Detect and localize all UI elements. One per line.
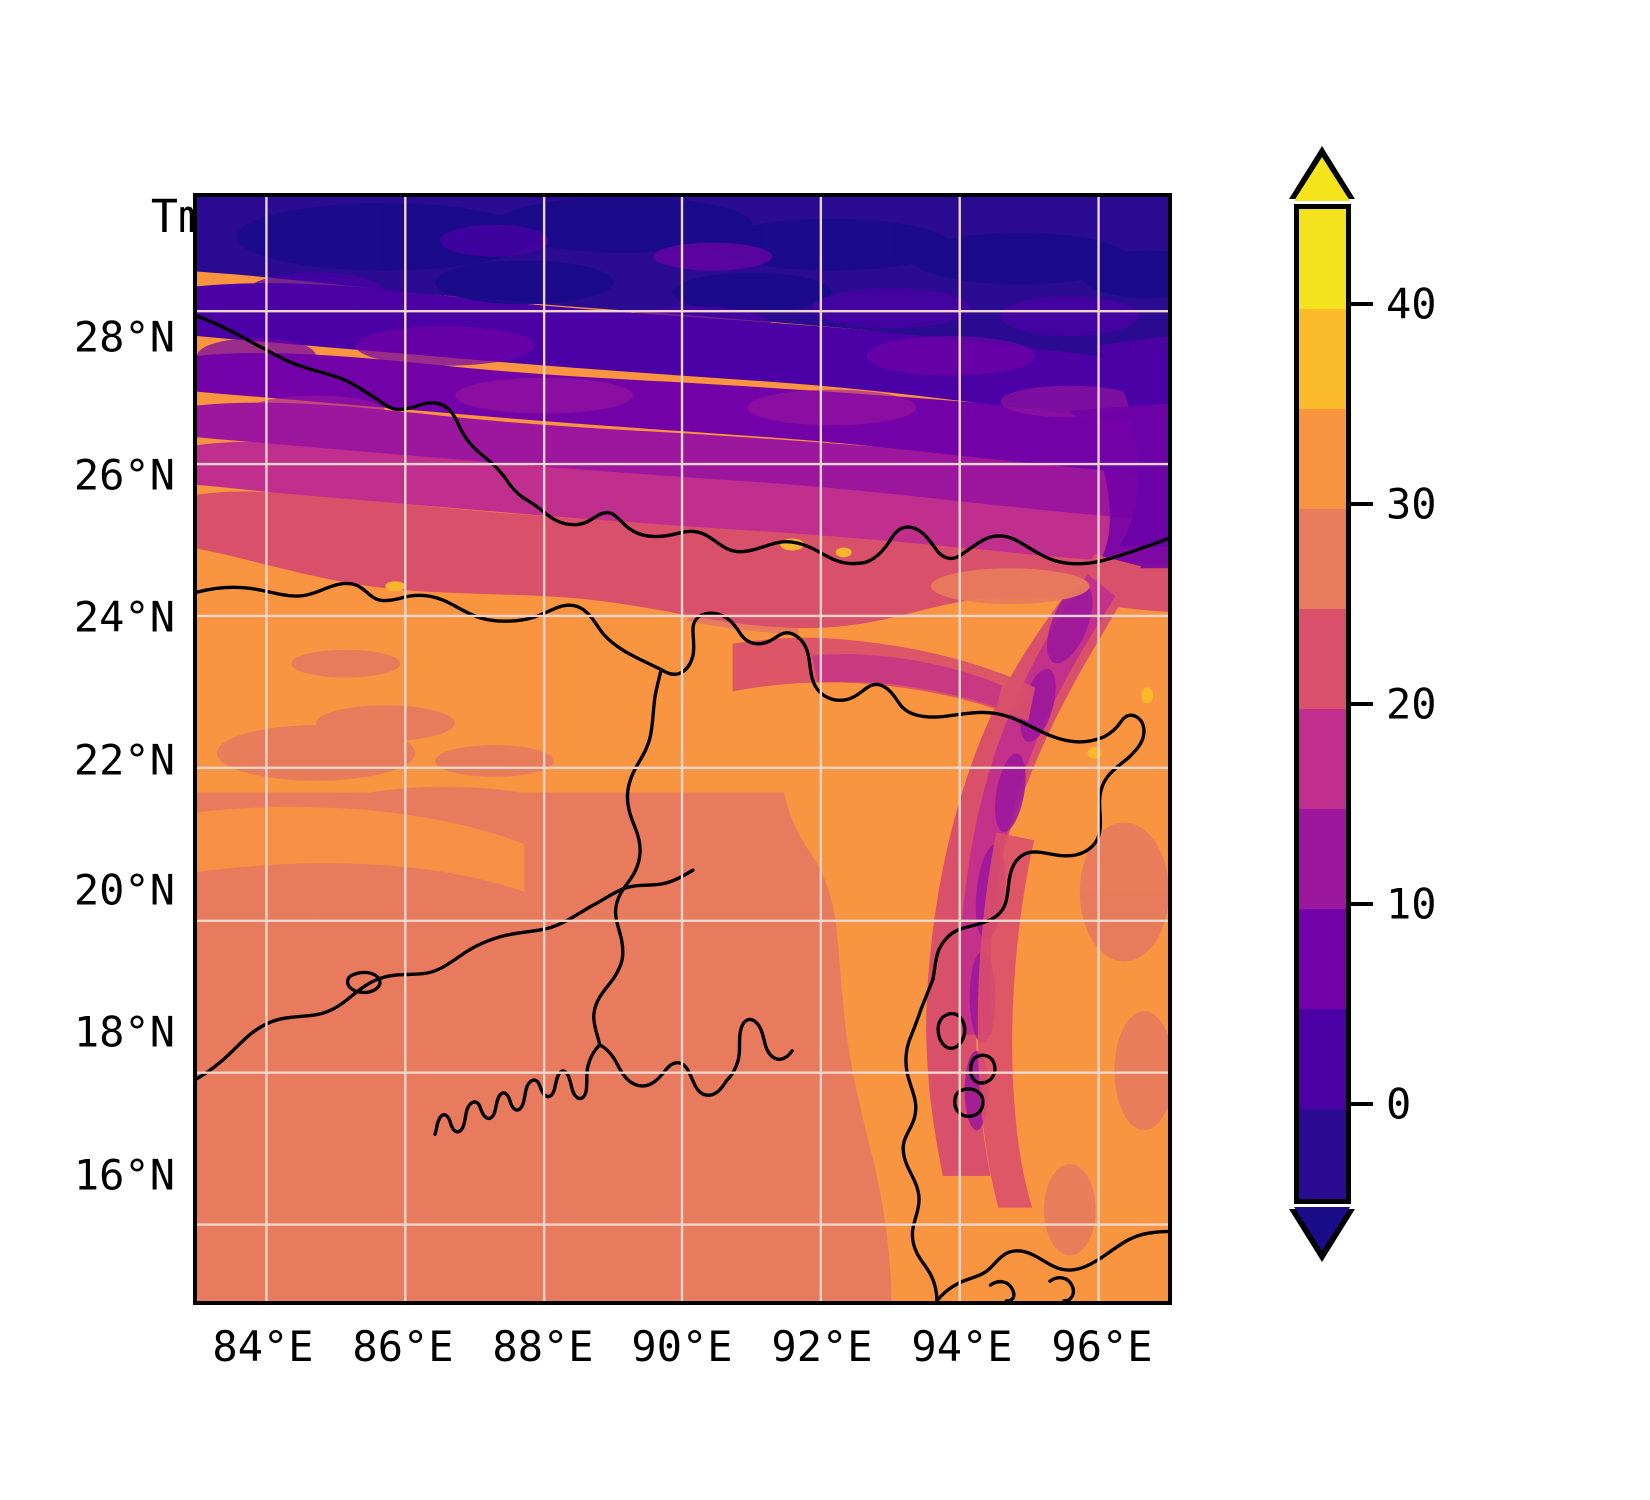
- colorbar-tick-label-40: 40: [1386, 279, 1437, 329]
- colorbar-band-neg5-0: [1299, 1109, 1346, 1199]
- colorbar-band-15-20: [1299, 709, 1346, 809]
- colorbar-band-30-35: [1299, 409, 1346, 509]
- colorbar-tick-label-20: 20: [1386, 679, 1437, 729]
- xtick-label-96: 96°E: [1051, 1322, 1153, 1371]
- colorbar-band-10-15: [1299, 809, 1346, 909]
- xtick-label-84: 84°E: [212, 1322, 314, 1371]
- colorbar-tick-label-30: 30: [1386, 479, 1437, 529]
- map-gridlines: [197, 197, 1168, 1301]
- coastline-and-borders: [197, 314, 1168, 1301]
- colorbar-band-0-5: [1299, 1009, 1346, 1109]
- ytick-label-24: 24°N: [73, 592, 175, 642]
- xtick-label-94: 94°E: [911, 1322, 1013, 1371]
- colorbar-band-20-25: [1299, 609, 1346, 709]
- ytick-label-16: 16°N: [73, 1150, 175, 1200]
- xtick-label-88: 88°E: [492, 1322, 594, 1371]
- colorbar-tick-0: [1351, 1102, 1373, 1106]
- colorbar: 40 30 20 10 0: [1289, 146, 1437, 1262]
- colorbar-tick-30: [1351, 502, 1373, 506]
- ytick-label-28: 28°N: [73, 312, 175, 362]
- map-axes: [193, 193, 1172, 1305]
- colorbar-tick-40: [1351, 302, 1373, 306]
- ytick-label-18: 18°N: [73, 1007, 175, 1057]
- colorbar-tick-label-0: 0: [1386, 1079, 1412, 1129]
- colorbar-band-35-40: [1299, 309, 1346, 409]
- ytick-label-20: 20°N: [73, 865, 175, 915]
- colorbar-tick-20: [1351, 702, 1373, 706]
- colorbar-tick-label-10: 10: [1386, 879, 1437, 929]
- colorbar-band-5-10: [1299, 909, 1346, 1009]
- ytick-label-22: 22°N: [73, 735, 175, 785]
- colorbar-bands: [1294, 204, 1351, 1204]
- colorbar-extend-up: [1294, 157, 1350, 201]
- xtick-label-92: 92°E: [771, 1322, 873, 1371]
- colorbar-band-25-30: [1299, 509, 1346, 609]
- xtick-label-90: 90°E: [631, 1322, 733, 1371]
- colorbar-extend-down: [1294, 1207, 1350, 1251]
- xtick-label-86: 86°E: [352, 1322, 454, 1371]
- temperature-contour-map: [197, 197, 1168, 1301]
- colorbar-tick-10: [1351, 902, 1373, 906]
- ytick-label-26: 26°N: [73, 450, 175, 500]
- colorbar-band-40-45: [1299, 209, 1346, 309]
